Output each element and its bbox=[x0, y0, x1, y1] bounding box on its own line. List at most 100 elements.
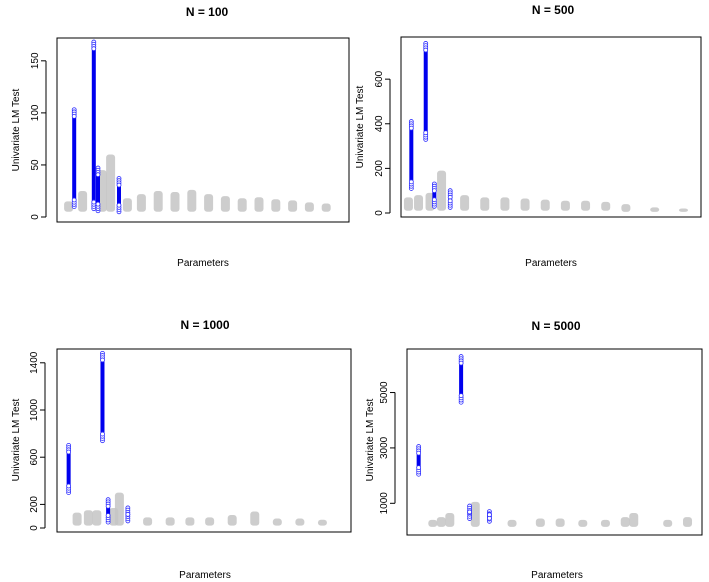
background-points bbox=[500, 197, 510, 211]
background-points bbox=[237, 198, 247, 212]
background-points bbox=[460, 195, 470, 211]
background-points bbox=[106, 154, 116, 212]
panel-n1000: N = 1000 Parameters Univariate LM Test 0… bbox=[11, 318, 352, 581]
y-tick-label: 1000 bbox=[29, 398, 40, 421]
background-points bbox=[170, 192, 180, 212]
highlight-points bbox=[72, 109, 77, 207]
y-axis-label: Univariate LM Test bbox=[11, 88, 22, 171]
y-tick-label: 1400 bbox=[29, 351, 40, 374]
background-points bbox=[600, 519, 610, 527]
highlight-points bbox=[423, 43, 428, 140]
highlight-point bbox=[66, 483, 72, 489]
background-points bbox=[92, 510, 102, 526]
background-points bbox=[122, 198, 132, 212]
background-points bbox=[520, 198, 530, 211]
background-points bbox=[683, 517, 693, 527]
background-points bbox=[250, 511, 260, 526]
plot-frame bbox=[400, 36, 702, 218]
y-axis-label: Univariate LM Test bbox=[365, 398, 376, 481]
background-points bbox=[78, 190, 88, 212]
highlight-point bbox=[100, 431, 105, 437]
y-tick-label: 150 bbox=[30, 52, 41, 69]
highlight-point bbox=[100, 357, 105, 363]
background-points bbox=[507, 519, 517, 527]
y-tick-label: 600 bbox=[374, 70, 385, 87]
panel-n5000: N = 5000 Parameters Univariate LM Test 1… bbox=[365, 319, 703, 581]
highlight-point bbox=[116, 202, 122, 208]
y-axis-label: Univariate LM Test bbox=[355, 85, 366, 168]
y-tick-label: 200 bbox=[29, 496, 40, 513]
background-points bbox=[436, 517, 446, 527]
background-points bbox=[445, 513, 455, 527]
background-points bbox=[136, 194, 146, 212]
background-points bbox=[428, 519, 438, 527]
plot-marks: 1000 3000 5000 bbox=[379, 354, 693, 527]
plot-frame bbox=[56, 37, 350, 223]
highlight-point bbox=[66, 449, 72, 455]
highlight-points bbox=[106, 499, 111, 523]
background-points bbox=[480, 197, 490, 211]
panel-n500: N = 500 Parameters Univariate LM Test 0 2… bbox=[355, 3, 702, 269]
panel-title: N = 500 bbox=[532, 3, 575, 17]
highlight-points bbox=[432, 184, 437, 207]
highlight-point bbox=[487, 512, 492, 518]
highlight-point bbox=[95, 172, 101, 178]
highlight-point bbox=[71, 197, 77, 203]
y-tick-label: 100 bbox=[30, 104, 41, 121]
background-points bbox=[414, 195, 424, 211]
highlight-point bbox=[105, 513, 111, 518]
highlight-point bbox=[408, 179, 414, 185]
highlight-points bbox=[409, 121, 414, 189]
highlight-point bbox=[458, 393, 464, 399]
highlight-point bbox=[431, 197, 437, 203]
y-tick-label: 5000 bbox=[379, 381, 390, 404]
background-points bbox=[321, 203, 331, 212]
x-axis-label: Parameters bbox=[525, 258, 577, 269]
highlight-point bbox=[116, 182, 122, 188]
background-points bbox=[272, 518, 282, 526]
panel-title: N = 1000 bbox=[180, 318, 229, 332]
background-points bbox=[83, 510, 93, 526]
highlight-points bbox=[66, 445, 71, 493]
background-points bbox=[295, 518, 305, 526]
highlight-points bbox=[100, 353, 105, 441]
y-tick-label: 200 bbox=[374, 160, 385, 177]
background-points bbox=[185, 517, 195, 526]
highlight-point bbox=[91, 46, 97, 52]
highlight-point bbox=[91, 199, 97, 205]
highlight-point bbox=[125, 511, 131, 517]
background-points bbox=[437, 170, 447, 211]
background-points bbox=[540, 199, 550, 211]
panel-n100: N = 100 Parameters Univariate LM Test 0 5… bbox=[11, 5, 350, 269]
background-points bbox=[620, 517, 630, 527]
panel-title: N = 5000 bbox=[531, 319, 580, 333]
highlight-point bbox=[105, 503, 111, 509]
highlight-point bbox=[431, 188, 437, 194]
y-tick-label: 0 bbox=[30, 214, 41, 220]
highlight-points bbox=[91, 42, 96, 209]
highlight-point bbox=[71, 113, 77, 119]
background-points bbox=[72, 512, 82, 526]
background-points bbox=[317, 519, 327, 526]
highlight-points bbox=[96, 168, 100, 211]
background-points bbox=[114, 492, 124, 526]
plot-marks: 0 200 600 1000 1400 bbox=[29, 350, 327, 531]
background-points bbox=[304, 202, 314, 212]
background-points bbox=[578, 519, 588, 527]
background-points bbox=[650, 207, 660, 212]
highlight-point bbox=[408, 125, 414, 131]
highlight-points bbox=[117, 178, 121, 212]
x-axis-label: Parameters bbox=[179, 570, 231, 581]
highlight-point bbox=[416, 450, 422, 456]
background-points bbox=[153, 190, 163, 212]
highlight-point bbox=[95, 201, 101, 207]
y-tick-label: 50 bbox=[30, 159, 41, 171]
background-points bbox=[601, 201, 611, 211]
highlight-point bbox=[416, 465, 422, 471]
background-points bbox=[663, 519, 673, 527]
background-points bbox=[205, 517, 215, 526]
y-axis-label: Univariate LM Test bbox=[11, 398, 22, 481]
background-points bbox=[581, 200, 591, 211]
y-tick-label: 1000 bbox=[379, 492, 390, 515]
